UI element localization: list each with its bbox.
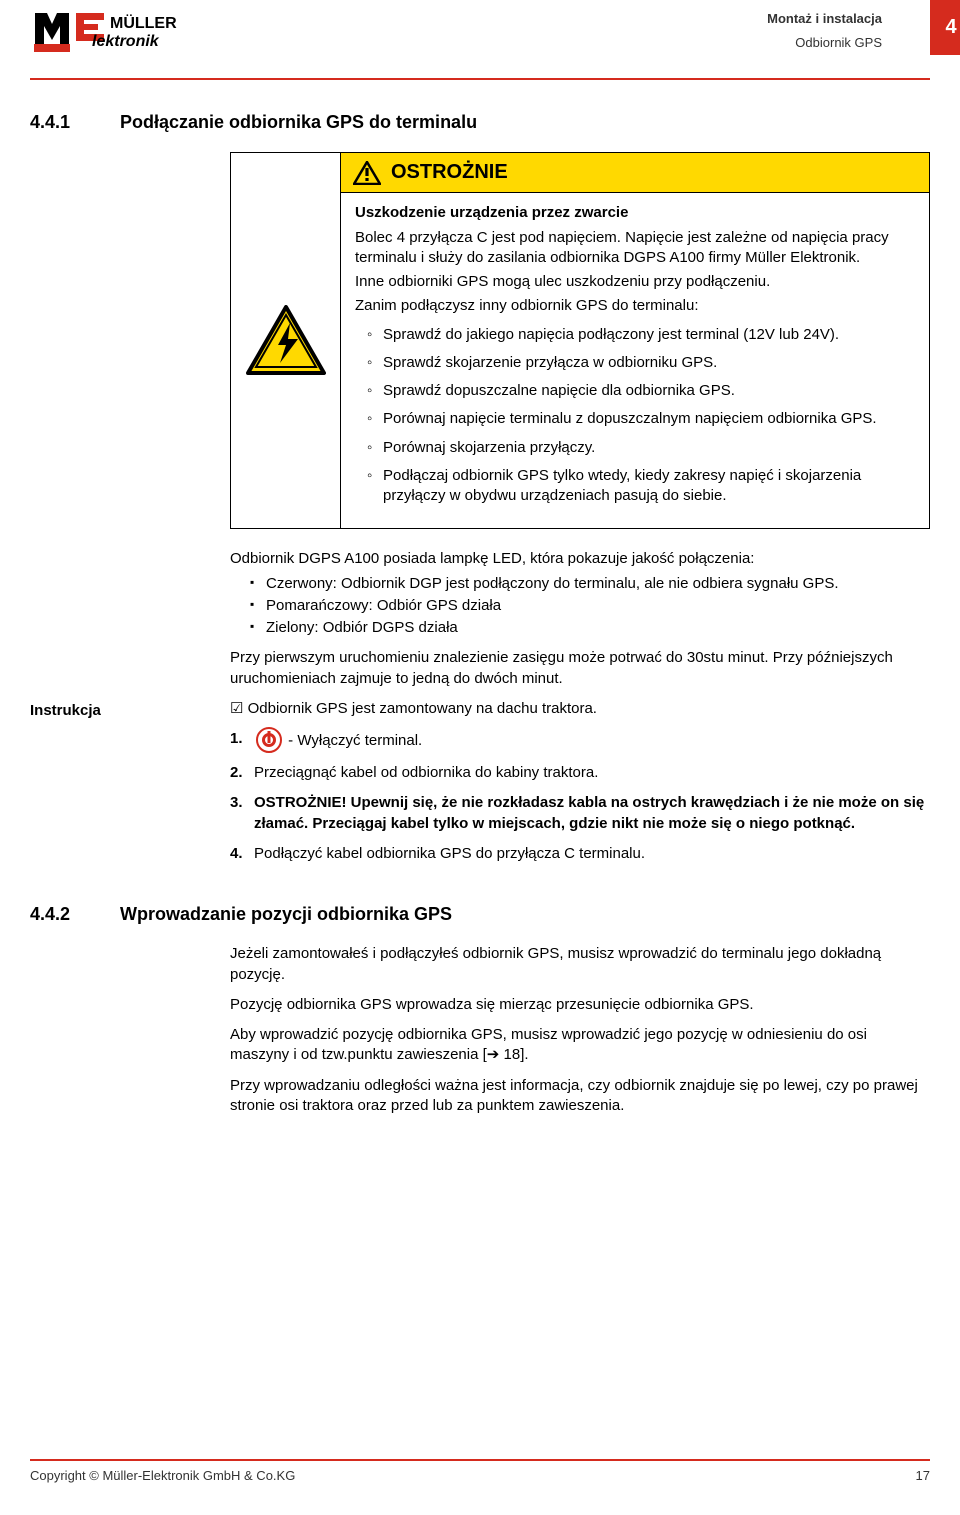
warning-bullet: Sprawdź skojarzenie przyłącza w odbiorni… [367,353,915,373]
section-title: Wprowadzanie pozycji odbiornika GPS [120,902,452,926]
step-num: 3. [230,793,243,813]
cross-ref[interactable]: ➔ 18 [487,1046,520,1063]
warning-bullet: Porównaj napięcie terminalu z dopuszczal… [367,409,915,429]
section-442-heading: 4.4.2 Wprowadzanie pozycji odbiornika GP… [30,902,930,926]
precondition-text: Odbiornik GPS jest zamontowany na dachu … [248,700,597,717]
sec442-p4: Przy wprowadzaniu odległości ważna jest … [230,1076,930,1117]
warning-p3: Inne odbiorniki GPS mogą ulec uszkodzeni… [355,272,915,292]
p3-part-a: Aby wprowadzić pozycję odbiornika GPS, m… [230,1026,867,1063]
section-number: 4.4.2 [30,902,120,926]
precondition: ☑ Odbiornik GPS jest zamontowany na dach… [230,699,930,719]
step-num: 1. [230,729,243,749]
warning-p4: Zanim podłączysz inny odbiornik GPS do t… [355,296,915,316]
sec442-p3: Aby wprowadzić pozycję odbiornika GPS, m… [230,1025,930,1066]
logo: MÜLLER lektronik [30,8,215,53]
chapter-badge: 4 [930,0,960,55]
step-num: 4. [230,844,243,864]
warning-bullet: Podłączaj odbiornik GPS tylko wtedy, kie… [367,466,915,507]
warning-bullet: Sprawdź dopuszczalne napięcie dla odbior… [367,381,915,401]
instruction-label: Instrukcja [30,699,230,874]
step-text: OSTROŻNIE! Upewnij się, że nie rozkładas… [254,794,924,831]
step-3: 3. OSTROŻNIE! Upewnij się, że nie rozkła… [230,793,930,834]
footer-page: 17 [916,1467,930,1485]
sec442-p2: Pozycję odbiornika GPS wprowadza się mie… [230,995,930,1015]
warning-body: Uszkodzenie urządzenia przez zwarcie Bol… [341,193,929,528]
checkbox-icon: ☑ [230,700,243,717]
steps-list: 1. - Wyłączyć terminal. 2. Przeciągnąć k… [230,729,930,864]
warning-p1: Uszkodzenie urządzenia przez zwarcie [355,203,915,223]
content: 4.4.1 Podłączanie odbiornika GPS do term… [0,80,960,1116]
instruction-block: Instrukcja ☑ Odbiornik GPS jest zamontow… [30,699,930,874]
step-1: 1. - Wyłączyć terminal. [230,729,930,753]
step-num: 2. [230,763,243,783]
warning-symbol-cell [231,153,341,528]
sec442-p1: Jeżeli zamontowałeś i podłączyłeś odbior… [230,944,930,985]
led-item: Pomarańczowy: Odbiór GPS działa [250,596,930,616]
page-footer: Copyright © Müller-Elektronik GmbH & Co.… [30,1459,930,1485]
svg-text:MÜLLER: MÜLLER [110,13,177,32]
p3-part-b: ]. [520,1046,528,1063]
step-text: Przeciągnąć kabel od odbiornika do kabin… [254,764,598,781]
warning-bullet: Sprawdź do jakiego napięcia podłączony j… [367,325,915,345]
electric-shock-icon [246,305,326,377]
warning-box: OSTROŻNIE Uszkodzenie urządzenia przez z… [230,152,930,529]
warning-banner: OSTROŻNIE [341,153,929,193]
header-line2: Odbiornik GPS [767,34,882,52]
warning-bullet: Porównaj skojarzenia przyłączy. [367,438,915,458]
section-441-heading: 4.4.1 Podłączanie odbiornika GPS do term… [30,110,930,134]
header-line1: Montaż i instalacja [767,10,882,28]
step-2: 2. Przeciągnąć kabel od odbiornika do ka… [230,763,930,783]
svg-text:lektronik: lektronik [92,33,160,50]
para-after-led: Przy pierwszym uruchomieniu znalezienie … [230,648,930,689]
warning-p2: Bolec 4 przyłącza C jest pod napięciem. … [355,228,915,269]
warning-bullets: Sprawdź do jakiego napięcia podłączony j… [355,325,915,507]
warning-triangle-icon [353,161,381,185]
footer-copyright: Copyright © Müller-Elektronik GmbH & Co.… [30,1467,295,1485]
page-header: MÜLLER lektronik Montaż i instalacja Odb… [0,0,960,78]
led-item: Czerwony: Odbiornik DGP jest podłączony … [250,574,930,594]
step-text: - Wyłączyć terminal. [288,732,422,749]
power-off-icon [256,727,282,753]
step-4: 4. Podłączyć kabel odbiornika GPS do prz… [230,844,930,864]
led-intro: Odbiornik DGPS A100 posiada lampkę LED, … [230,549,930,569]
led-list: Czerwony: Odbiornik DGP jest podłączony … [250,574,930,639]
section-number: 4.4.1 [30,110,120,134]
step-text: Podłączyć kabel odbiornika GPS do przyłą… [254,845,645,862]
header-section-info: Montaż i instalacja Odbiornik GPS [767,10,882,51]
section-title: Podłączanie odbiornika GPS do terminalu [120,110,477,134]
warning-title: OSTROŻNIE [391,159,508,186]
led-item: Zielony: Odbiór DGPS działa [250,618,930,638]
